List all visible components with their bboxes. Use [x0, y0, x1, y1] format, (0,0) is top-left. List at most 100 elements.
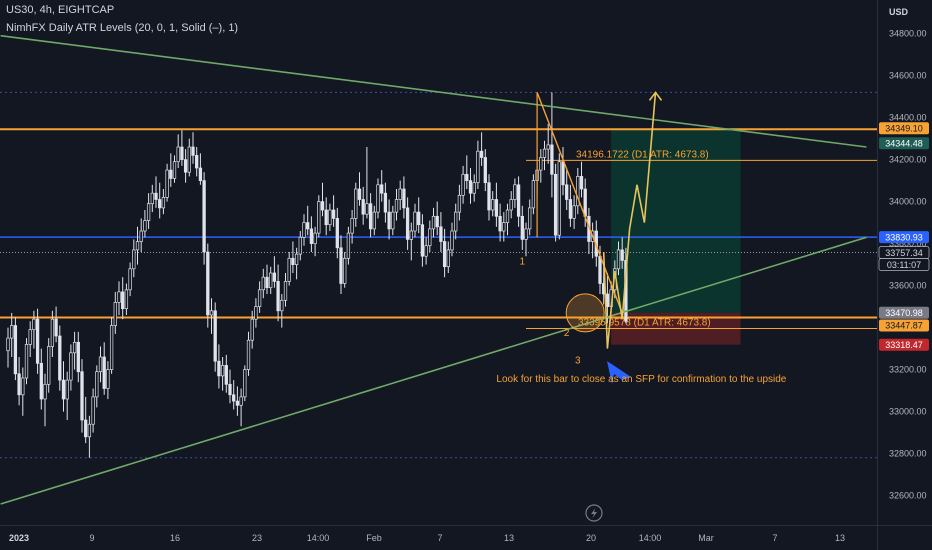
time-tick: Mar	[698, 533, 714, 543]
time-tick: 13	[835, 533, 845, 543]
drawings	[536, 91, 663, 384]
candle	[331, 195, 336, 227]
candle-body	[228, 383, 232, 396]
candle-body	[150, 192, 154, 205]
candle	[65, 371, 69, 420]
candle	[372, 205, 376, 236]
candle-body	[394, 199, 399, 213]
horizontal-levels: 34196.1722 (D1 ATR: 4673.8) 33395.9578 (D…	[0, 91, 877, 459]
candle	[50, 310, 55, 357]
candle	[465, 155, 469, 189]
candle-body	[54, 318, 58, 337]
price-tick: 34600.00	[889, 71, 927, 81]
candle-body	[380, 184, 384, 194]
candle	[354, 182, 358, 227]
candle	[72, 331, 77, 370]
candle-body	[417, 211, 421, 226]
candle-body	[494, 199, 499, 217]
candle-body	[439, 226, 443, 242]
candle-body	[431, 215, 436, 230]
candle-body	[187, 146, 191, 173]
candle-body	[339, 247, 343, 284]
candle	[439, 212, 443, 252]
candle	[561, 147, 565, 196]
price-badge-text: 33447.87	[885, 321, 923, 331]
candle	[135, 226, 140, 265]
candle-body	[383, 192, 388, 213]
candle	[102, 342, 106, 395]
candle-body	[217, 360, 221, 377]
candle-body	[65, 379, 69, 400]
candle-body	[39, 362, 43, 400]
candle-body	[361, 199, 365, 215]
candle	[150, 184, 154, 213]
candle	[365, 147, 369, 219]
candle-body	[198, 167, 203, 181]
candle	[435, 201, 439, 236]
candle	[383, 182, 388, 223]
candle-body	[442, 241, 447, 268]
candle-body	[220, 365, 225, 377]
candle	[132, 239, 136, 278]
candle	[553, 163, 558, 242]
candle-body	[206, 251, 210, 316]
candle	[513, 178, 517, 208]
candle-body	[154, 192, 158, 200]
price-badge: 33447.87	[879, 319, 929, 332]
candle-body	[180, 146, 184, 160]
candle-body	[420, 224, 425, 257]
candle	[91, 388, 95, 433]
candle-body	[195, 155, 199, 169]
candle-body	[402, 188, 406, 209]
bolt-icon[interactable]	[585, 504, 603, 522]
candle-body	[391, 211, 395, 230]
candle	[243, 365, 247, 402]
candle-body	[32, 318, 36, 331]
price-badge: 33318.47	[879, 338, 929, 351]
time-tick: 2023	[9, 533, 29, 543]
candle	[343, 252, 347, 288]
candle-body	[550, 144, 554, 175]
price-badge-bg	[879, 122, 929, 135]
candle	[409, 222, 413, 261]
candle-body	[113, 302, 117, 326]
candles	[6, 92, 628, 458]
price-badge-bg	[879, 137, 929, 150]
candle	[346, 226, 351, 265]
candle-body	[183, 159, 188, 173]
candle	[417, 197, 421, 234]
candle	[335, 207, 339, 259]
candle-body	[368, 203, 373, 230]
time-axis[interactable]: 2023 9 16 23 14:00 Feb 7 13 20 14:00 Mar 7 13	[9, 533, 845, 543]
price-badge-text: 33757.34	[885, 248, 923, 258]
candle-body	[465, 173, 469, 181]
candle-body	[243, 369, 247, 398]
candle	[161, 189, 166, 215]
candle-body	[10, 325, 14, 339]
candle	[420, 214, 425, 267]
candle	[579, 161, 584, 198]
candle-body	[357, 188, 362, 200]
candle-body	[106, 369, 110, 389]
candle	[376, 178, 380, 219]
note-text: Look for this bar to close as an SFP for…	[496, 374, 786, 385]
candle	[442, 228, 447, 278]
candle	[291, 241, 295, 273]
candle	[620, 237, 624, 269]
candle	[43, 373, 47, 427]
candle	[380, 170, 384, 202]
candle	[235, 386, 240, 416]
time-tick: 23	[252, 533, 262, 543]
candle	[220, 357, 225, 391]
candle-body	[405, 207, 410, 240]
candle	[339, 235, 343, 294]
candle	[324, 197, 328, 236]
candle-body	[95, 371, 99, 398]
candle-body	[583, 188, 587, 217]
candle-body	[472, 182, 476, 194]
candle-body	[454, 211, 458, 232]
arrow-pointer-icon	[607, 361, 631, 384]
candle	[202, 172, 206, 265]
candle-body	[132, 249, 136, 270]
